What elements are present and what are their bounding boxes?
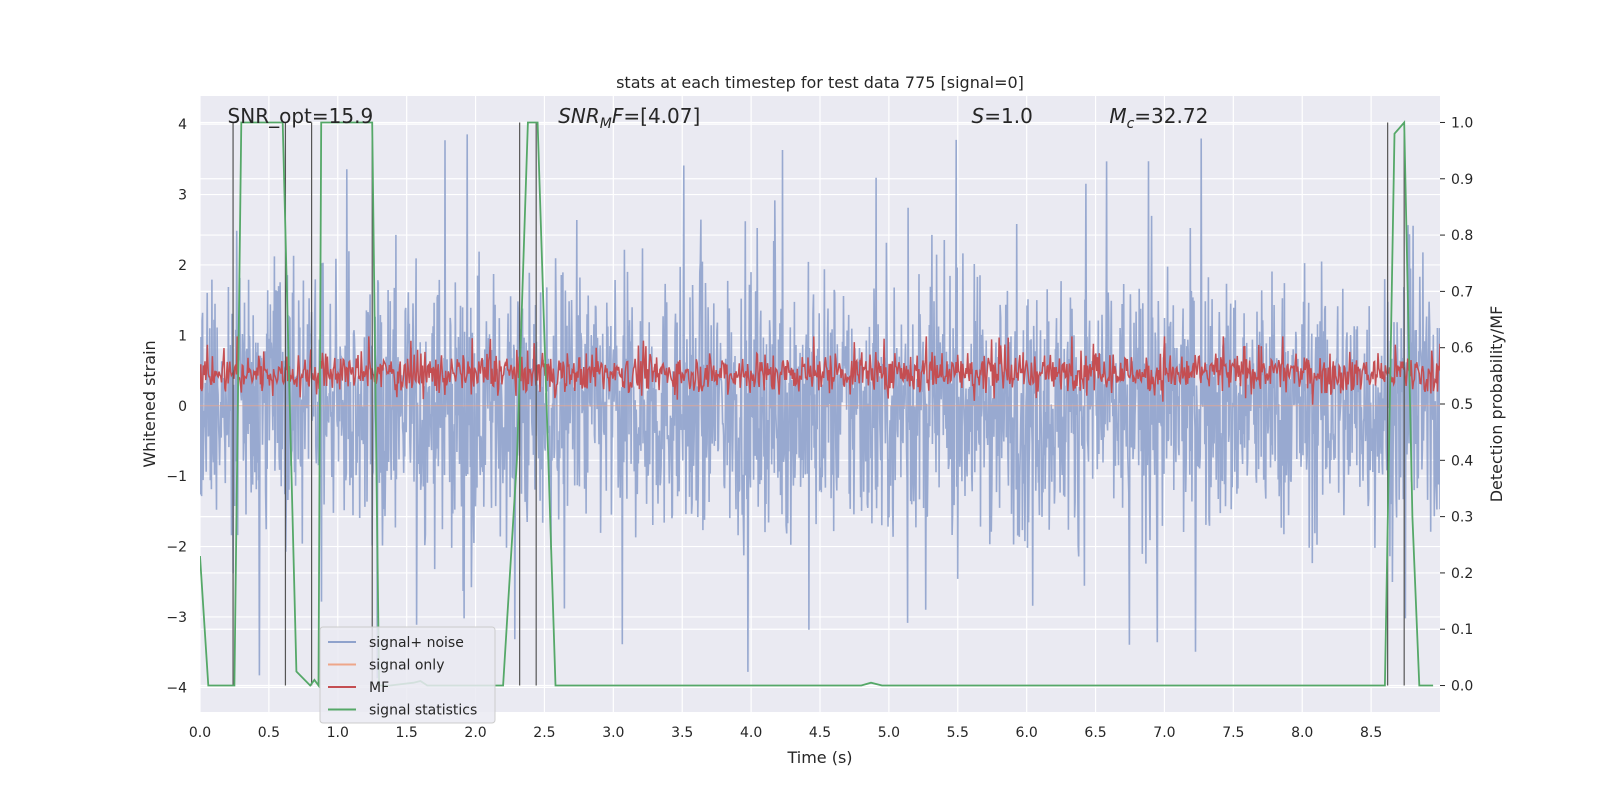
y2-tick-label: 0.3 — [1451, 510, 1473, 526]
y-tick-label: −3 — [166, 610, 187, 626]
x-tick-label: 3.5 — [671, 725, 693, 741]
y2-tick-label: 0.1 — [1451, 622, 1473, 638]
y2-tick-label: 0.8 — [1451, 228, 1473, 244]
annotation-part: =[4.07] — [623, 104, 700, 128]
x-tick-label: 7.0 — [1153, 725, 1175, 741]
x-tick-label: 8.0 — [1291, 725, 1313, 741]
mf-line — [200, 336, 1440, 405]
y2-tick-label: 1.0 — [1451, 115, 1473, 131]
x-tick-label: 6.5 — [1084, 725, 1106, 741]
y-tick-label: −2 — [166, 540, 187, 556]
x-tick-label: 5.5 — [947, 725, 969, 741]
y2-tick-label: 0.9 — [1451, 172, 1473, 188]
x-tick-label: 4.5 — [809, 725, 831, 741]
y-axis-ticks: 4 3 2 1 0 −1 −2 −3 −4 — [166, 117, 187, 696]
y2-tick-label: 0.4 — [1451, 453, 1473, 469]
annotation-part: M — [1109, 104, 1126, 128]
legend-box — [319, 626, 496, 724]
x-tick-label: 4.0 — [740, 725, 762, 741]
series-signal-noise — [200, 134, 1440, 679]
x-tick-label: 1.5 — [396, 725, 418, 741]
x-tick-label: 6.0 — [1016, 725, 1038, 741]
annotation-part: =1.0 — [984, 104, 1033, 128]
x-tick-label: 7.5 — [1222, 725, 1244, 741]
annotation-part: S — [972, 104, 985, 128]
x-tick-label: 1.0 — [327, 725, 349, 741]
chart-title: stats at each timestep for test data 775… — [616, 73, 1024, 92]
legend-entry: signal statistics — [369, 703, 477, 719]
y-tick-label: 4 — [178, 117, 187, 133]
legend-entry: signal only — [369, 658, 444, 674]
y-tick-label: 0 — [178, 399, 187, 415]
y2-tick-label: 0.0 — [1451, 679, 1473, 695]
annotation-text: S=1.0 — [972, 104, 1033, 128]
x-axis-ticks: 0.0 0.5 1.0 1.5 2.0 2.5 3.0 3.5 4.0 4.5 5.0 5.5 6.0 6… — [189, 725, 1382, 741]
y-tick-label: 2 — [178, 258, 187, 274]
annotations: SNR_opt=15.9 SNRMF=[4.07] S=1.0 Mc=32.72 — [228, 104, 1209, 132]
legend: signal+ noise signal only MF signal statist… — [319, 626, 496, 724]
annotation-subscript: c — [1127, 116, 1135, 132]
y-axis-label: Whitened strain — [140, 340, 159, 467]
signal-noise-line — [200, 134, 1440, 679]
y-tick-label: 1 — [178, 328, 187, 344]
x-tick-label: 0.0 — [189, 725, 211, 741]
y-tick-label: −1 — [166, 469, 187, 485]
legend-entry: MF — [369, 680, 389, 696]
x-tick-label: 2.0 — [464, 725, 486, 741]
x-tick-label: 3.0 — [602, 725, 624, 741]
annotation-text: Mc=32.72 — [1109, 104, 1208, 132]
y-tick-label: 3 — [178, 188, 187, 204]
y2-tick-label: 0.2 — [1451, 566, 1473, 582]
series-mf — [200, 336, 1440, 405]
x-tick-label: 5.0 — [878, 725, 900, 741]
x-tick-label: 8.5 — [1360, 725, 1382, 741]
annotation-part: F — [612, 104, 624, 128]
y-tick-label: −4 — [166, 680, 187, 696]
x-tick-label: 0.5 — [258, 725, 280, 741]
y2-tick-label: 0.6 — [1451, 341, 1473, 357]
annotation-text: SNR_opt=15.9 — [228, 104, 374, 128]
annotation-part: SNR_opt=15.9 — [228, 104, 374, 128]
legend-entry: signal+ noise — [369, 635, 464, 651]
x-axis-label: Time (s) — [786, 748, 852, 767]
y2-axis-ticks: 1.0 0.9 0.8 0.7 0.6 0.5 0.4 0.3 0.2 0.1 0.0 — [1440, 115, 1473, 695]
y2-tick-label: 0.7 — [1451, 284, 1473, 300]
x-tick-label: 2.5 — [533, 725, 555, 741]
annotation-subscript: M — [600, 116, 612, 132]
annotation-text: SNRMF=[4.07] — [558, 104, 700, 132]
y2-tick-label: 0.5 — [1451, 397, 1473, 413]
y2-axis-label: Detection probability/MF — [1487, 306, 1506, 503]
annotation-part: =32.72 — [1134, 104, 1208, 128]
annotation-part: SNR — [558, 104, 600, 128]
